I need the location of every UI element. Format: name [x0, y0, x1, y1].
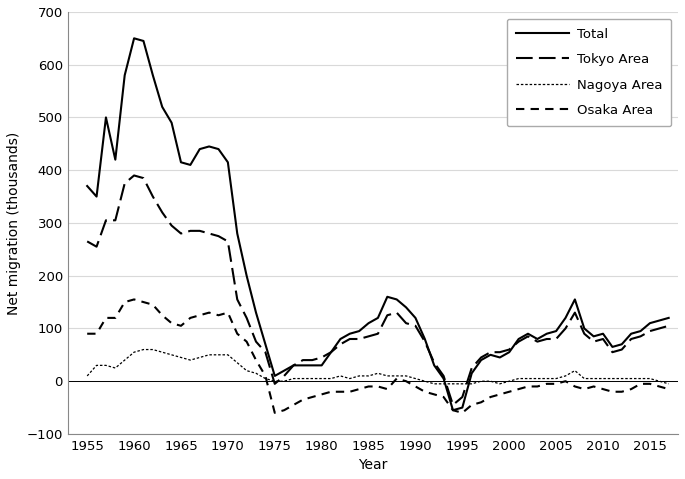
- Tokyo Area: [364, 333, 373, 339]
- Tokyo Area: [449, 402, 457, 408]
- Tokyo Area: [655, 326, 663, 331]
- Total: [449, 407, 457, 413]
- Nagoya Area: [364, 373, 373, 379]
- Nagoya Area: [252, 370, 260, 376]
- Nagoya Area: [655, 378, 663, 384]
- Tokyo Area: [252, 339, 260, 344]
- Line: Nagoya Area: Nagoya Area: [87, 350, 669, 384]
- Total: [252, 310, 260, 316]
- Total: [130, 35, 138, 41]
- Total: [664, 315, 673, 321]
- Tokyo Area: [383, 312, 391, 318]
- Tokyo Area: [130, 172, 138, 178]
- Legend: Total, Tokyo Area, Nagoya Area, Osaka Area: Total, Tokyo Area, Nagoya Area, Osaka Ar…: [507, 19, 671, 126]
- Line: Total: Total: [87, 38, 669, 410]
- X-axis label: Year: Year: [358, 458, 388, 472]
- Total: [655, 318, 663, 323]
- Osaka Area: [130, 297, 138, 302]
- Nagoya Area: [505, 378, 513, 384]
- Nagoya Area: [271, 378, 279, 384]
- Total: [271, 373, 279, 379]
- Tokyo Area: [664, 323, 673, 329]
- Nagoya Area: [139, 347, 147, 353]
- Total: [505, 349, 513, 355]
- Line: Osaka Area: Osaka Area: [87, 299, 669, 413]
- Total: [364, 320, 373, 326]
- Osaka Area: [271, 410, 279, 416]
- Osaka Area: [664, 386, 673, 392]
- Nagoya Area: [83, 373, 91, 379]
- Tokyo Area: [271, 381, 279, 387]
- Osaka Area: [655, 384, 663, 389]
- Osaka Area: [280, 407, 288, 413]
- Tokyo Area: [505, 347, 513, 353]
- Line: Tokyo Area: Tokyo Area: [87, 175, 669, 405]
- Nagoya Area: [664, 381, 673, 387]
- Osaka Area: [83, 331, 91, 337]
- Osaka Area: [505, 389, 513, 395]
- Osaka Area: [374, 384, 382, 389]
- Osaka Area: [252, 357, 260, 363]
- Total: [83, 183, 91, 189]
- Y-axis label: Net migration (thousands): Net migration (thousands): [7, 131, 21, 315]
- Tokyo Area: [83, 239, 91, 244]
- Osaka Area: [393, 376, 401, 381]
- Nagoya Area: [430, 381, 438, 387]
- Total: [383, 294, 391, 300]
- Nagoya Area: [383, 373, 391, 379]
